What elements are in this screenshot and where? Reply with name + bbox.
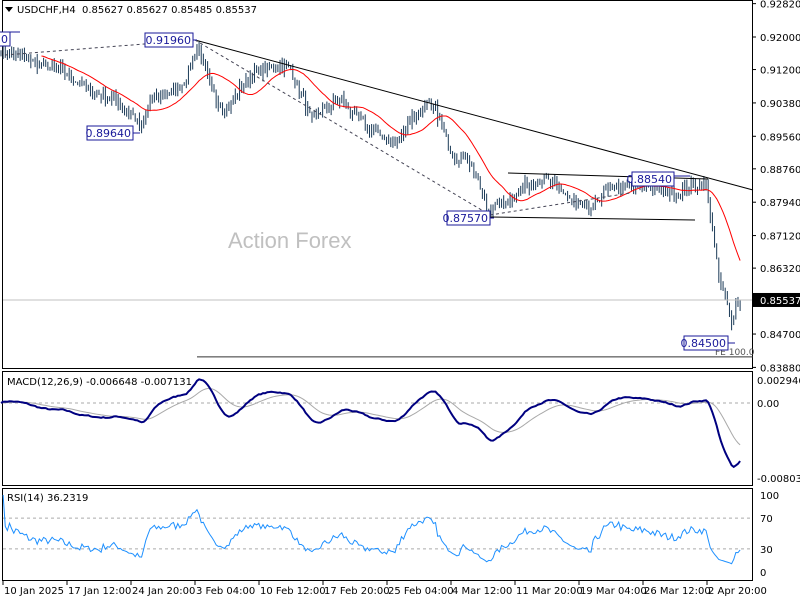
- price-label-box: [446, 210, 491, 226]
- price-tick-label: 0.83880: [760, 363, 800, 374]
- time-tick-label: 26 Mar 12:00: [644, 586, 711, 597]
- moving-average-line: [41, 55, 741, 261]
- time-tick-label: 24 Jan 20:00: [132, 586, 195, 597]
- price-label: 0: [1, 33, 8, 46]
- price-label: 0.88540: [627, 173, 673, 186]
- time-tick-label: 17 Feb 20:00: [324, 586, 390, 597]
- channel-bottom-line: [489, 216, 696, 221]
- time-tick-label: 17 Jan 12:00: [68, 586, 131, 597]
- price-label-box: [0, 31, 11, 47]
- price-tick-label: 0.87940: [760, 198, 800, 209]
- macd-line: [0, 378, 741, 469]
- time-tick-label: 10 Jan 2025: [4, 586, 64, 597]
- price-tick-label: 0.92000: [760, 33, 800, 44]
- time-tick-label: 3 Feb 04:00: [196, 586, 255, 597]
- price-tick-label: 0.88760: [760, 165, 800, 176]
- price-label: 0.87570: [443, 212, 489, 225]
- macd-tick-label: 0.00: [757, 399, 779, 410]
- price-tick-label: 0.89560: [760, 132, 800, 143]
- price-label-box: [86, 125, 134, 141]
- watermark: Action Forex: [228, 228, 352, 253]
- price-tick-label: 0.91200: [760, 66, 800, 77]
- dashed-line: [194, 39, 491, 216]
- price-tick-label: 0.87120: [760, 232, 800, 243]
- price-tick-label: 0.90380: [760, 99, 800, 110]
- price-tick-label: 0.86320: [760, 264, 800, 275]
- macd-title: MACD(12,26,9) -0.006648 -0.007131: [7, 377, 192, 388]
- time-tick-label: 10 Feb 12:00: [260, 586, 326, 597]
- price-tick-label: 0.84700: [760, 330, 800, 341]
- time-tick-label: 11 Mar 20:00: [516, 586, 583, 597]
- collapse-arrow-icon[interactable]: [5, 7, 13, 12]
- price-label-box: [144, 32, 194, 48]
- macd-signal-line: [0, 387, 741, 446]
- channel-top-line: [507, 172, 709, 180]
- ohlc-values: 0.85627 0.85627 0.85485 0.85537: [82, 5, 257, 16]
- rsi-tick-label: 70: [760, 514, 773, 525]
- rsi-line: [2, 494, 741, 565]
- price-label-box: [683, 335, 729, 351]
- resistance-trendline: [194, 39, 754, 191]
- symbol-title: USDCHF,H4: [17, 5, 76, 16]
- time-tick-label: 25 Feb 04:00: [388, 586, 454, 597]
- price-label-box: [631, 171, 675, 187]
- current-price-label: 0.85537: [760, 296, 800, 307]
- time-tick-label: 19 Mar 04:00: [580, 586, 647, 597]
- rsi-tick-label: 100: [760, 491, 779, 502]
- price-label: 0.91960: [146, 34, 192, 47]
- rsi-tick-label: 30: [760, 545, 773, 556]
- rsi-title: RSI(14) 36.2319: [7, 493, 88, 504]
- price-label: 0.89640: [86, 127, 132, 140]
- rsi-tick-label: 0: [760, 568, 766, 579]
- macd-tick-label: 0.002946: [757, 376, 800, 387]
- macd-tick-label: -0.008039: [757, 474, 800, 485]
- macd-panel-frame: [2, 371, 753, 486]
- time-tick-label: 2 Apr 20:00: [708, 586, 767, 597]
- rsi-panel-frame: [2, 488, 753, 581]
- price-tick-label: 0.92820: [760, 0, 800, 11]
- price-panel-frame: [2, 0, 753, 369]
- current-price-badge: [753, 292, 800, 307]
- fe-label: FE 100.0: [715, 348, 755, 358]
- price-label: 0.84500: [681, 337, 727, 350]
- time-tick-label: 4 Mar 12:00: [452, 586, 512, 597]
